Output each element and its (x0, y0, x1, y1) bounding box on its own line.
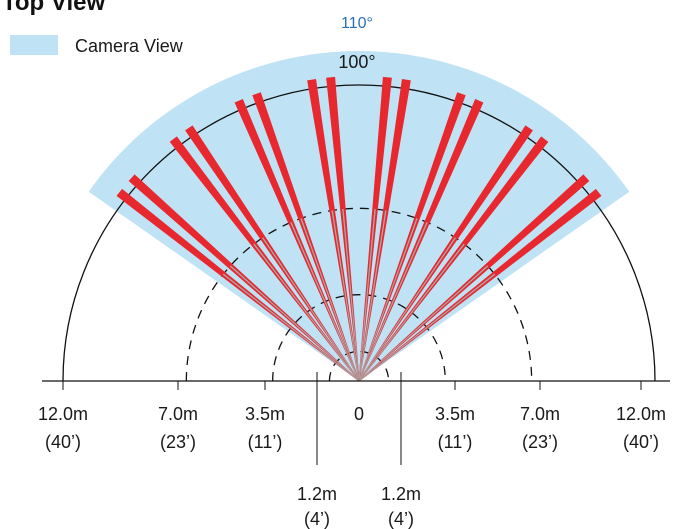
beam-3b-near (290, 222, 360, 382)
camera-view-wedge (88, 51, 630, 382)
dist-35m-right-label: 3.5m (435, 404, 475, 424)
beam-7b-near (358, 237, 456, 382)
dist-12-right-sub: (4’) (388, 509, 414, 529)
range-arc-7m (185, 207, 533, 382)
legend-swatch (10, 35, 58, 55)
dist-35m-left-label: 3.5m (245, 404, 285, 424)
beam-4b (307, 79, 360, 382)
beam-6a-near (358, 222, 428, 382)
beam-8a-near (358, 273, 496, 382)
range-arc-35m (272, 294, 446, 382)
beam-4a-near (342, 209, 360, 382)
beam-5a (358, 79, 411, 382)
beam-8b-near (358, 265, 489, 382)
sensor-beams (116, 76, 602, 382)
range-arcs (62, 84, 656, 382)
beam-7a-near (358, 243, 465, 382)
distance-labels: 12.0m (40’) 7.0m (23’) 3.5m (11’) 0 3.5m… (38, 404, 666, 529)
beam-2a-near (262, 237, 360, 382)
beam-5b-near (358, 209, 376, 382)
beam-4b-near (331, 210, 360, 382)
dist-12m-right-sub: (40’) (623, 432, 659, 452)
dist-35m-right-sub: (11’) (438, 432, 473, 452)
dist-12m-left-label: 12.0m (38, 404, 88, 424)
beam-5a-near (358, 210, 387, 382)
dist-12m-left-sub: (40’) (45, 432, 81, 452)
beam-1a-near (229, 265, 360, 382)
range-arc-12m (62, 84, 656, 382)
legend-label: Camera View (75, 36, 184, 56)
beam-1b-near (222, 273, 360, 382)
range-arc-12 (328, 350, 390, 382)
beam-2b-near (253, 243, 360, 382)
diagram-title: Top View (2, 0, 105, 16)
dist-7m-right-label: 7.0m (520, 404, 560, 424)
dist-7m-left-sub: (23’) (160, 432, 196, 452)
beam-6b-near (358, 218, 418, 382)
dist-12-left-label: 1.2m (297, 484, 337, 504)
fov-label-110: 110° (341, 15, 373, 32)
fov-label-100: 100° (338, 52, 375, 72)
dist-12-right-label: 1.2m (381, 484, 421, 504)
axis-ticks (62, 372, 642, 465)
beam-5b (358, 76, 392, 382)
dist-7m-left-label: 7.0m (158, 404, 198, 424)
beam-4a (326, 76, 360, 382)
beam-3a-near (300, 218, 360, 382)
dist-7m-right-sub: (23’) (522, 432, 558, 452)
origin-label: 0 (354, 404, 364, 424)
dist-35m-left-sub: (11’) (248, 432, 283, 452)
dist-12-left-sub: (4’) (304, 509, 330, 529)
dist-12m-right-label: 12.0m (616, 404, 666, 424)
